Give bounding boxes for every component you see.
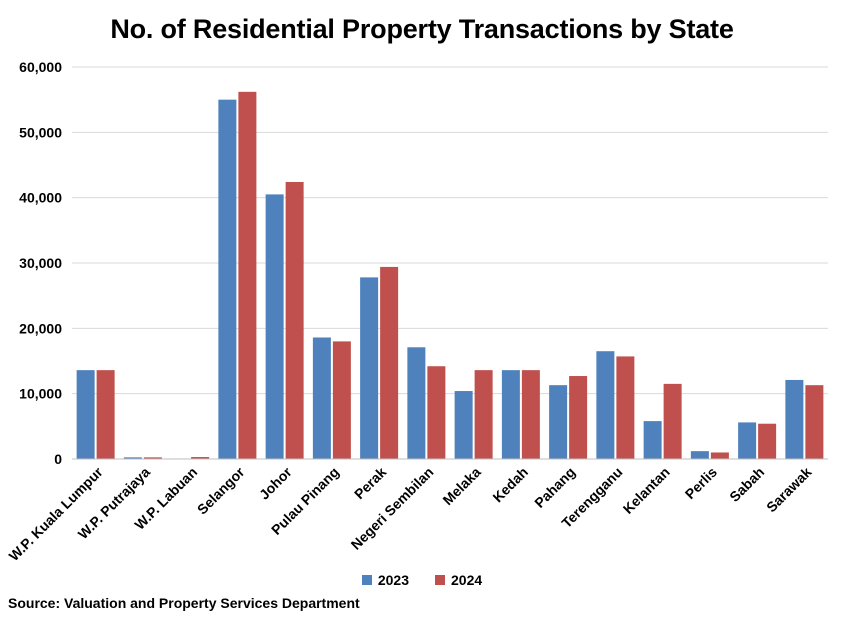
- bar-2024-sarawak: [805, 385, 824, 459]
- y-tick-label: 50,000: [19, 124, 62, 140]
- chart-title: No. of Residential Property Transactions…: [110, 14, 734, 44]
- bar-2024-negeri-sembilan: [427, 366, 446, 459]
- bar-2024-w-p-labuan: [191, 457, 210, 459]
- legend-swatch-2023: [361, 575, 372, 585]
- x-tick-label: Sarawak: [763, 464, 815, 516]
- bar-2023-selangor: [218, 99, 237, 460]
- bar-2024-melaka: [474, 370, 493, 459]
- bar-2023-w-p-putrajaya: [123, 457, 142, 459]
- bar-2023-negeri-sembilan: [407, 347, 426, 459]
- y-tick-label: 10,000: [19, 386, 62, 402]
- x-tick-label: Selangor: [194, 463, 248, 517]
- legend-item-2023: 2023: [361, 572, 409, 588]
- bar-2024-pulau-pinang: [332, 341, 351, 459]
- y-tick-label: 40,000: [19, 190, 62, 206]
- bar-2023-sarawak: [785, 379, 804, 459]
- y-tick-label: 20,000: [19, 320, 62, 336]
- bar-2024-kedah: [521, 370, 540, 459]
- bar-2024-w-p-putrajaya: [143, 457, 162, 459]
- y-axis-ticks: 0 10,000 20,000 30,000 40,000 50,000 60,000: [19, 59, 62, 467]
- bar-2024-selangor: [238, 91, 257, 460]
- x-tick-label: Sabah: [726, 464, 767, 505]
- bar-2023-melaka: [454, 391, 473, 459]
- y-tick-label: 30,000: [19, 255, 62, 271]
- bar-2024-perak: [380, 266, 399, 459]
- x-tick-label: Perlis: [682, 464, 720, 502]
- legend-item-2024: 2024: [435, 572, 482, 588]
- y-tick-label: 60,000: [19, 59, 62, 75]
- bar-2024-w-p-kuala-lumpur: [96, 370, 115, 459]
- x-tick-label: Pahang: [531, 464, 578, 511]
- bars: [76, 91, 824, 460]
- bar-2023-pahang: [549, 385, 568, 459]
- bar-2023-sabah: [738, 422, 757, 459]
- bar-2024-terengganu: [616, 356, 635, 459]
- legend-label-2023: 2023: [377, 572, 409, 588]
- bar-2024-sabah: [758, 423, 777, 459]
- bar-2023-w-p-kuala-lumpur: [76, 370, 95, 459]
- bar-2023-terengganu: [596, 351, 615, 459]
- bar-2023-pulau-pinang: [312, 337, 331, 459]
- bar-2023-kedah: [501, 370, 520, 459]
- x-tick-label: Negeri Sembilan: [348, 464, 437, 553]
- bar-2024-pahang: [569, 376, 588, 459]
- bar-2023-perak: [360, 277, 379, 459]
- gridlines: [72, 66, 828, 395]
- y-tick-label: 0: [54, 451, 62, 467]
- bar-2024-perlis: [710, 452, 729, 459]
- bar-2024-kelantan: [663, 383, 682, 459]
- bar-2023-kelantan: [643, 421, 662, 459]
- bar-2023-johor: [265, 194, 284, 459]
- x-tick-label: Kelantan: [620, 464, 673, 517]
- x-tick-label: Kedah: [489, 464, 531, 506]
- x-tick-label: Perak: [351, 464, 389, 502]
- legend-label-2024: 2024: [451, 572, 483, 588]
- x-tick-label: Johor: [256, 463, 295, 502]
- source-note: Source: Valuation and Property Services …: [8, 595, 360, 611]
- legend: 2023 2024: [0, 572, 844, 588]
- bar-2023-perlis: [690, 451, 709, 459]
- legend-swatch-2024: [435, 575, 445, 585]
- x-tick-label: Melaka: [439, 464, 483, 508]
- bar-2024-johor: [285, 181, 304, 459]
